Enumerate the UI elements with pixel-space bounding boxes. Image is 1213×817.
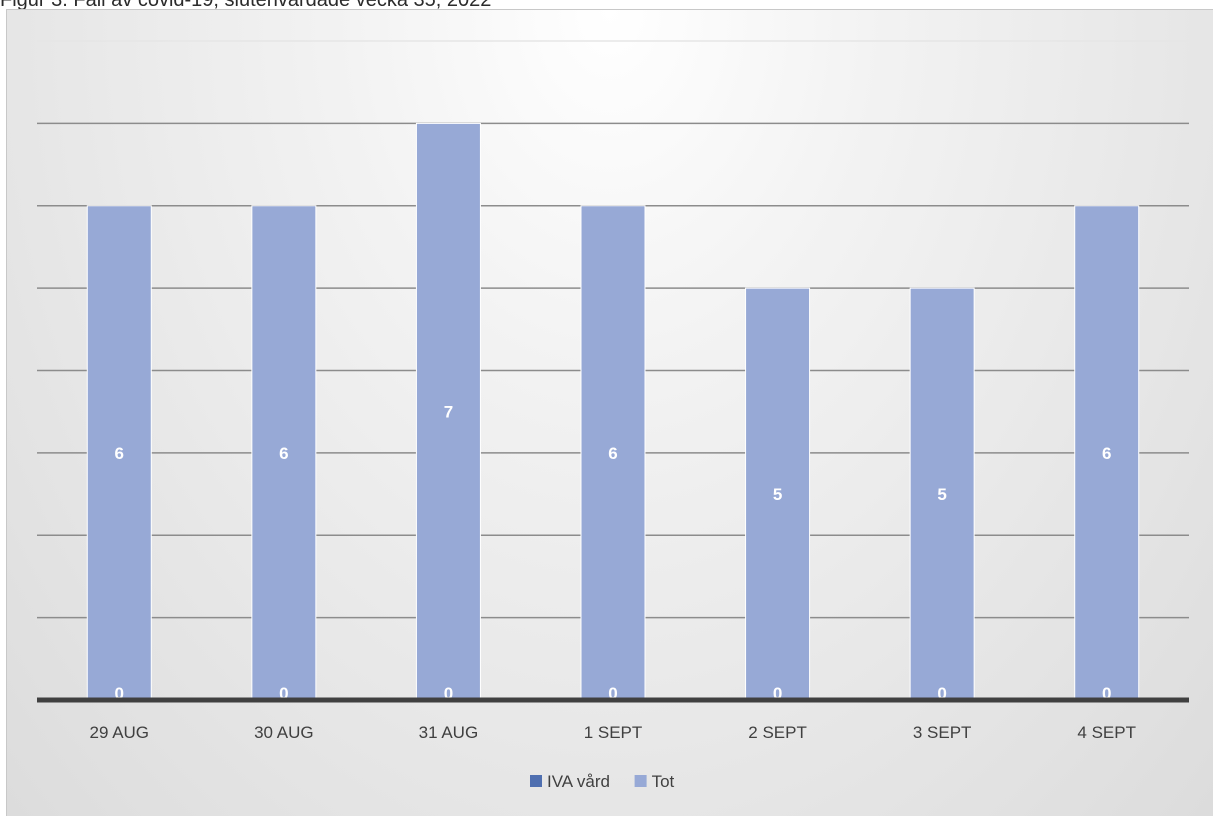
data-label-tot: 6 (115, 444, 124, 463)
x-tick-label: 31 AUG (419, 723, 479, 742)
chart-area: 6 0 29 AUG 6 0 30 AUG 7 0 31 AUG 6 0 1 SEPT 5 0 2 SEPT… (6, 9, 1213, 816)
bar-tot (745, 287, 811, 701)
data-label-iva-vard: 0 (279, 684, 288, 703)
figure-caption: Figur 3. Fall av covid-19, slutenvårdade… (0, 0, 492, 11)
x-tick-label: 2 SEPT (748, 723, 807, 742)
data-label-iva-vard: 0 (115, 684, 124, 703)
bar-tot (86, 205, 152, 701)
data-label-tot: 7 (444, 403, 453, 422)
x-tick-label: 30 AUG (254, 723, 314, 742)
data-label-tot: 5 (937, 485, 946, 504)
legend-entry: Tot (652, 772, 675, 791)
x-tick-label: 4 SEPT (1077, 723, 1136, 742)
data-label-tot: 6 (608, 444, 617, 463)
data-label-tot: 6 (1102, 444, 1111, 463)
data-label-iva-vard: 0 (608, 684, 617, 703)
x-tick-label: 3 SEPT (913, 723, 972, 742)
bar-tot (251, 205, 317, 701)
bar-tot (909, 287, 975, 701)
x-tick-label: 29 AUG (90, 723, 150, 742)
data-label-iva-vard: 0 (1102, 684, 1111, 703)
bar-tot (415, 122, 481, 701)
data-label-iva-vard: 0 (937, 684, 946, 703)
data-label-tot: 6 (279, 444, 288, 463)
data-label-iva-vard: 0 (444, 684, 453, 703)
legend-entry: IVA vård (547, 772, 610, 791)
x-tick-label: 1 SEPT (584, 723, 643, 742)
legend-swatch (634, 775, 647, 787)
data-label-iva-vard: 0 (773, 684, 782, 703)
bar-chart: 6 0 29 AUG 6 0 30 AUG 7 0 31 AUG 6 0 1 SEPT 5 0 2 SEPT… (37, 40, 1189, 791)
legend-swatch (530, 775, 542, 787)
bar-tot (1074, 205, 1140, 701)
data-label-tot: 5 (773, 485, 782, 504)
